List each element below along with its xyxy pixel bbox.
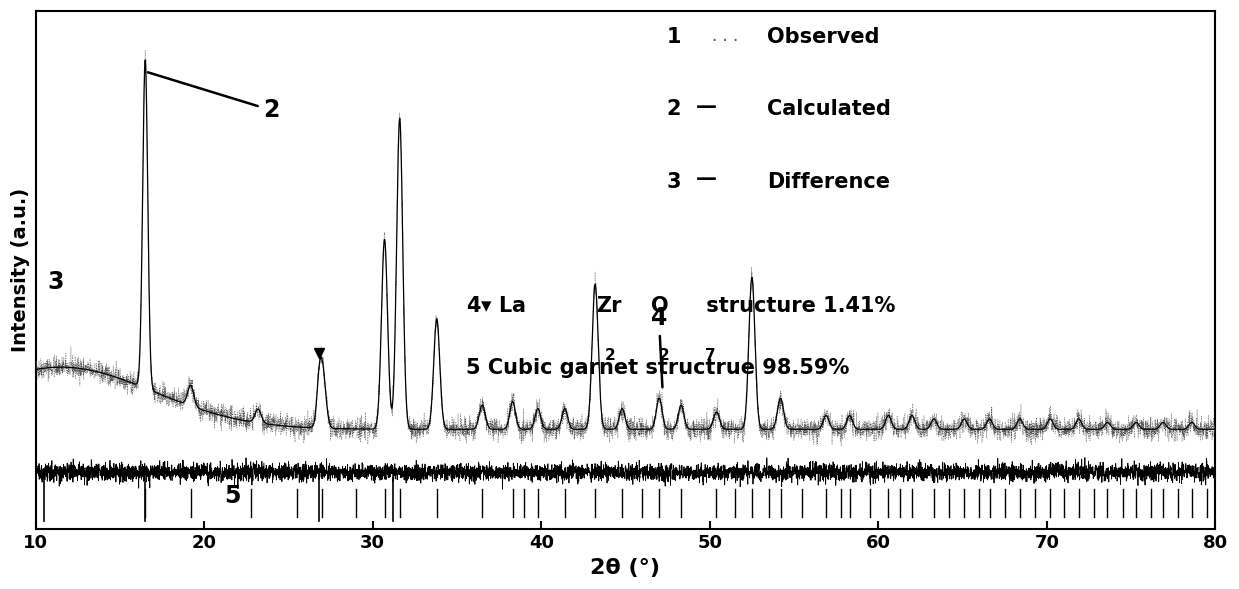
- X-axis label: 2θ (°): 2θ (°): [591, 558, 660, 578]
- Text: 3: 3: [47, 270, 64, 294]
- Text: Calculated: Calculated: [767, 99, 891, 119]
- Text: · · ·: · · ·: [711, 32, 738, 50]
- Text: structure 1.41%: structure 1.41%: [699, 296, 895, 316]
- Text: —: —: [696, 97, 717, 117]
- Text: 4$\mathbf{\blacktriangledown}$ La: 4$\mathbf{\blacktriangledown}$ La: [466, 296, 527, 316]
- Text: 7: 7: [705, 348, 715, 363]
- Text: Zr: Zr: [596, 296, 622, 316]
- Text: —: —: [696, 169, 717, 189]
- Text: 3: 3: [667, 172, 681, 192]
- Text: O: O: [652, 296, 669, 316]
- Text: Difference: Difference: [767, 172, 890, 192]
- Text: 5: 5: [224, 484, 240, 508]
- Text: 5 Cubic garnet structrue 98.59%: 5 Cubic garnet structrue 98.59%: [466, 359, 850, 378]
- Text: 2: 2: [667, 99, 681, 119]
- Text: 2: 2: [605, 348, 615, 363]
- Text: 2: 2: [147, 72, 280, 123]
- Text: Observed: Observed: [767, 27, 880, 47]
- Text: 2: 2: [658, 348, 669, 363]
- Text: 1: 1: [667, 27, 681, 47]
- Text: 4: 4: [650, 306, 667, 388]
- Y-axis label: Intensity (a.u.): Intensity (a.u.): [11, 188, 30, 352]
